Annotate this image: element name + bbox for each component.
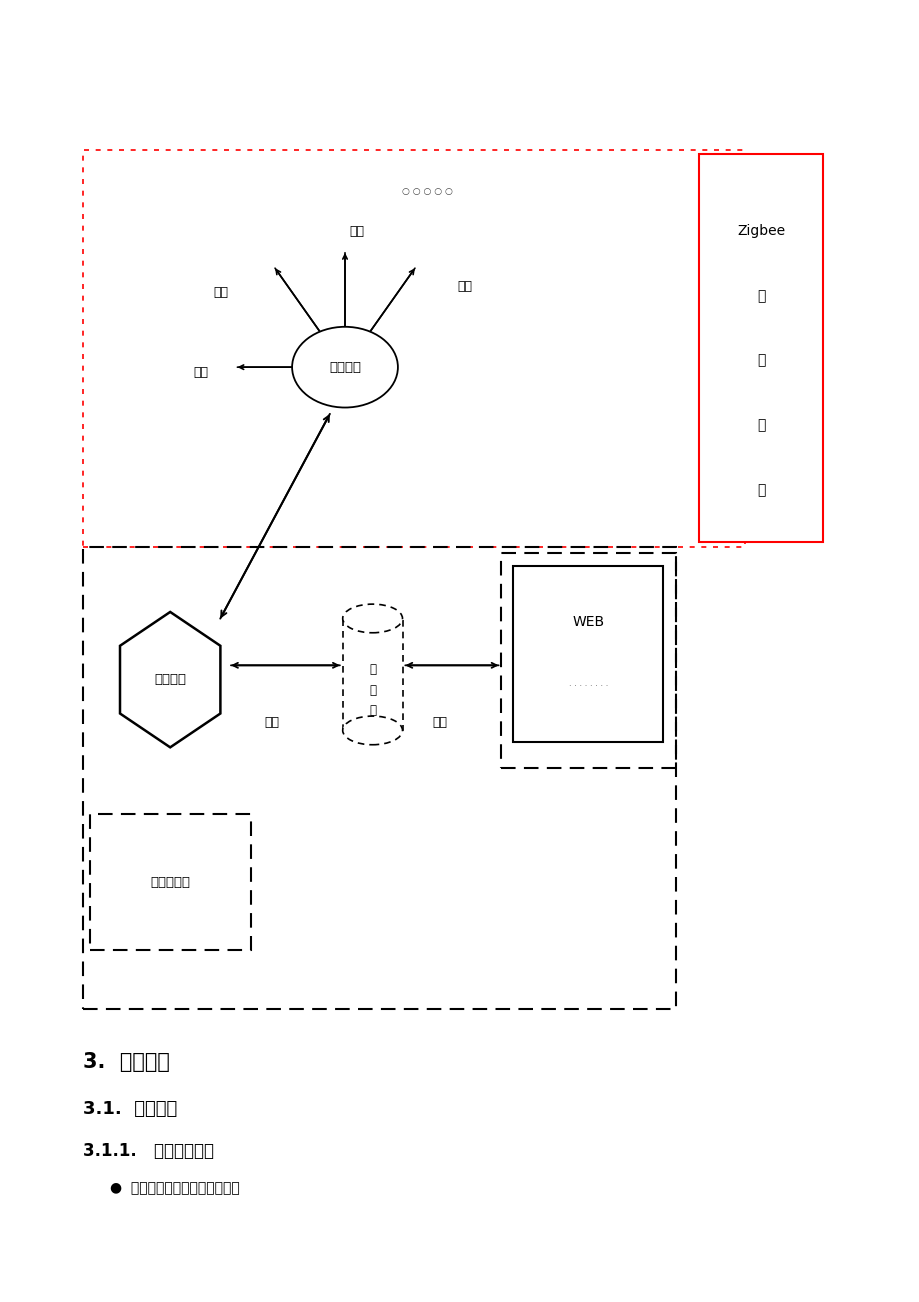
Bar bbox=[83, 150, 744, 547]
Ellipse shape bbox=[292, 327, 397, 408]
Ellipse shape bbox=[343, 604, 403, 633]
Text: 数据: 数据 bbox=[432, 716, 447, 729]
Ellipse shape bbox=[343, 716, 403, 745]
Text: 中心解决: 中心解决 bbox=[154, 673, 186, 686]
Text: 数: 数 bbox=[756, 418, 765, 432]
Bar bbox=[343, 618, 403, 730]
Text: 3.1.1.   实训项目准备: 3.1.1. 实训项目准备 bbox=[83, 1142, 213, 1160]
Text: 库: 库 bbox=[369, 704, 376, 717]
Text: ●  智能家居物联网实训台一套。: ● 智能家居物联网实训台一套。 bbox=[110, 1181, 240, 1195]
Bar bbox=[501, 553, 675, 768]
Text: 嵌入式系统: 嵌入式系统 bbox=[151, 876, 190, 888]
Text: 数据: 数据 bbox=[349, 225, 364, 238]
Text: 数据: 数据 bbox=[264, 716, 278, 729]
Polygon shape bbox=[119, 612, 221, 747]
Text: 数: 数 bbox=[369, 663, 376, 676]
Text: 据: 据 bbox=[756, 483, 765, 497]
Bar bbox=[90, 814, 251, 950]
Text: WEB: WEB bbox=[572, 615, 604, 629]
Bar bbox=[83, 547, 675, 1009]
Text: ○ ○ ○ ○ ○: ○ ○ ○ ○ ○ bbox=[402, 187, 453, 195]
Text: 据: 据 bbox=[369, 684, 376, 697]
Text: 点: 点 bbox=[756, 354, 765, 367]
Text: 协调器节: 协调器节 bbox=[329, 361, 360, 374]
Text: 3.1.  环境搭建: 3.1. 环境搭建 bbox=[83, 1100, 176, 1118]
Bar bbox=[698, 154, 823, 542]
Bar bbox=[513, 566, 663, 742]
Text: 3.  项目实现: 3. 项目实现 bbox=[83, 1052, 169, 1072]
Text: 节: 节 bbox=[756, 289, 765, 303]
Text: 数据: 数据 bbox=[457, 280, 471, 293]
Text: · · · · · · · ·: · · · · · · · · bbox=[568, 682, 607, 691]
Text: 数据: 数据 bbox=[193, 366, 208, 379]
Text: Zigbee: Zigbee bbox=[736, 224, 785, 238]
Text: 数据: 数据 bbox=[213, 286, 228, 299]
